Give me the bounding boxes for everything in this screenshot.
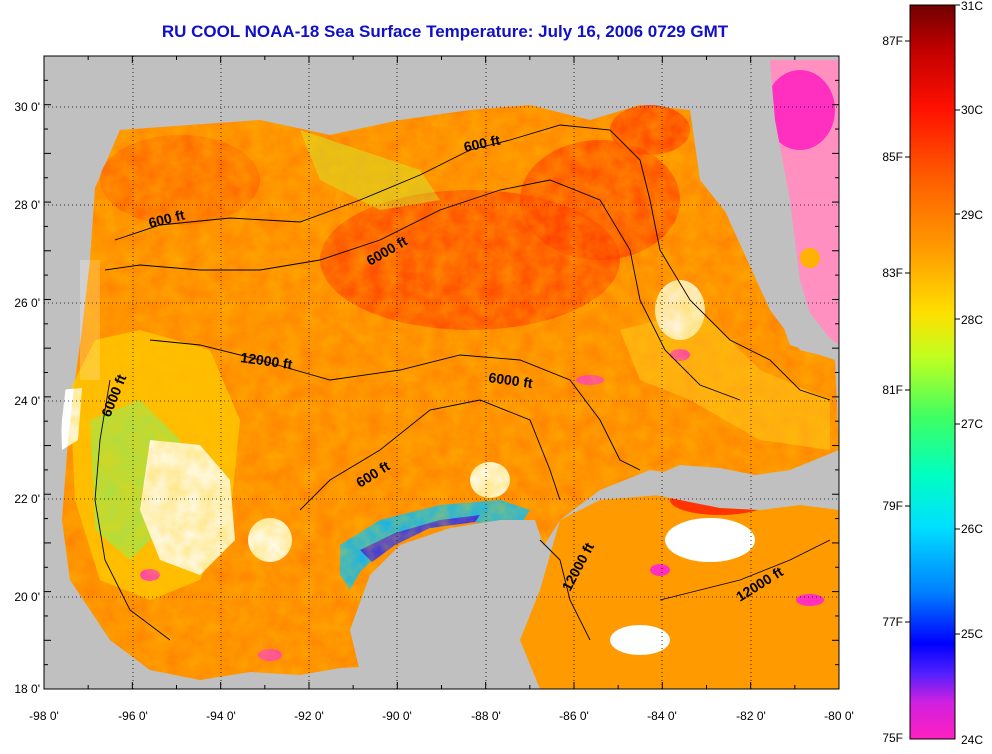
lon-tick-label: -96 0' [118, 709, 148, 723]
cloud-caribbean-1 [665, 518, 755, 562]
celsius-label: 28C [961, 313, 983, 327]
lat-lon-grid [44, 56, 839, 689]
lat-axis-labels: 30 0' 28 0' 26 0' 24 0' 22 0' 20 0' 18 0… [14, 100, 40, 696]
lon-tick-label: -94 0' [206, 709, 236, 723]
contour-12000 [149, 339, 641, 471]
celsius-label: 30C [961, 103, 983, 117]
fahrenheit-label: 85F [882, 150, 903, 164]
fahrenheit-label: 87F [882, 34, 903, 48]
frame-ticks [43, 55, 840, 690]
land-north-west [44, 56, 839, 689]
lat-tick-label: 28 0' [14, 198, 40, 212]
lon-tick-label: -88 0' [471, 709, 501, 723]
contour-12000-caribbean [659, 539, 831, 601]
celsius-label: 25C [961, 627, 983, 641]
fahrenheit-label: 77F [882, 615, 903, 629]
contour-600-yucatan [299, 399, 561, 511]
land-yucatan [350, 520, 545, 672]
warm-dot-atlantic [800, 248, 820, 268]
land-south [180, 640, 520, 689]
lon-axis-labels: -98 0' -96 0' -94 0' -92 0' -90 0' -88 0… [29, 709, 854, 723]
fahrenheit-label: 79F [882, 499, 903, 513]
colorbar-ticks [905, 4, 960, 635]
fahrenheit-label: 83F [882, 266, 903, 280]
contour-6000-north [104, 179, 741, 401]
colorbar [909, 4, 956, 740]
colorbar-celsius-labels: 31C 30C 29C 28C 27C 26C 25C 24C [961, 0, 983, 747]
contour-600-north [114, 124, 831, 401]
sst-field: 600 ft 600 ft 6000 ft 12000 ft 6000 ft 6… [44, 56, 839, 689]
fahrenheit-label: 81F [882, 383, 903, 397]
pink-atlantic [765, 70, 835, 150]
fahrenheit-label: 75F [882, 731, 903, 745]
contour-6000-west [94, 379, 171, 641]
contour-label: 6000 ft [488, 369, 534, 391]
bathymetry-contours [94, 124, 831, 641]
lat-tick-label: 26 0' [14, 296, 40, 310]
lat-tick-label: 22 0' [14, 492, 40, 506]
land-florida [700, 62, 839, 360]
pink-caribbean-2 [796, 594, 824, 606]
cloud-caribbean-2 [610, 625, 670, 655]
lon-tick-label: -84 0' [647, 709, 677, 723]
celsius-label: 31C [961, 0, 983, 13]
lon-tick-label: -80 0' [824, 709, 854, 723]
lat-tick-label: 18 0' [14, 682, 40, 696]
lon-tick-label: -98 0' [29, 709, 59, 723]
contour-label: 12000 ft [240, 349, 294, 372]
celsius-label: 26C [961, 522, 983, 536]
pink-caribbean-1 [650, 564, 670, 576]
colorbar-fahrenheit-labels: 87F 85F 83F 81F 79F 77F 75F [882, 34, 903, 745]
lon-tick-label: -86 0' [559, 709, 589, 723]
lon-tick-label: -82 0' [736, 709, 766, 723]
contour-label: 600 ft [462, 132, 501, 155]
lat-tick-label: 20 0' [14, 590, 40, 604]
celsius-label: 29C [961, 208, 983, 222]
lon-tick-label: -92 0' [294, 709, 324, 723]
land-cuba [645, 465, 839, 510]
celsius-label: 27C [961, 417, 983, 431]
lat-tick-label: 30 0' [14, 100, 40, 114]
contour-12000-yucatan-channel [539, 539, 591, 641]
lat-tick-label: 24 0' [14, 394, 40, 408]
celsius-label: 24C [961, 733, 983, 747]
map-title: RU COOL NOAA-18 Sea Surface Temperature:… [161, 22, 729, 41]
caribbean-water [520, 495, 839, 689]
sst-texture [62, 105, 839, 680]
lon-tick-label: -90 0' [382, 709, 412, 723]
